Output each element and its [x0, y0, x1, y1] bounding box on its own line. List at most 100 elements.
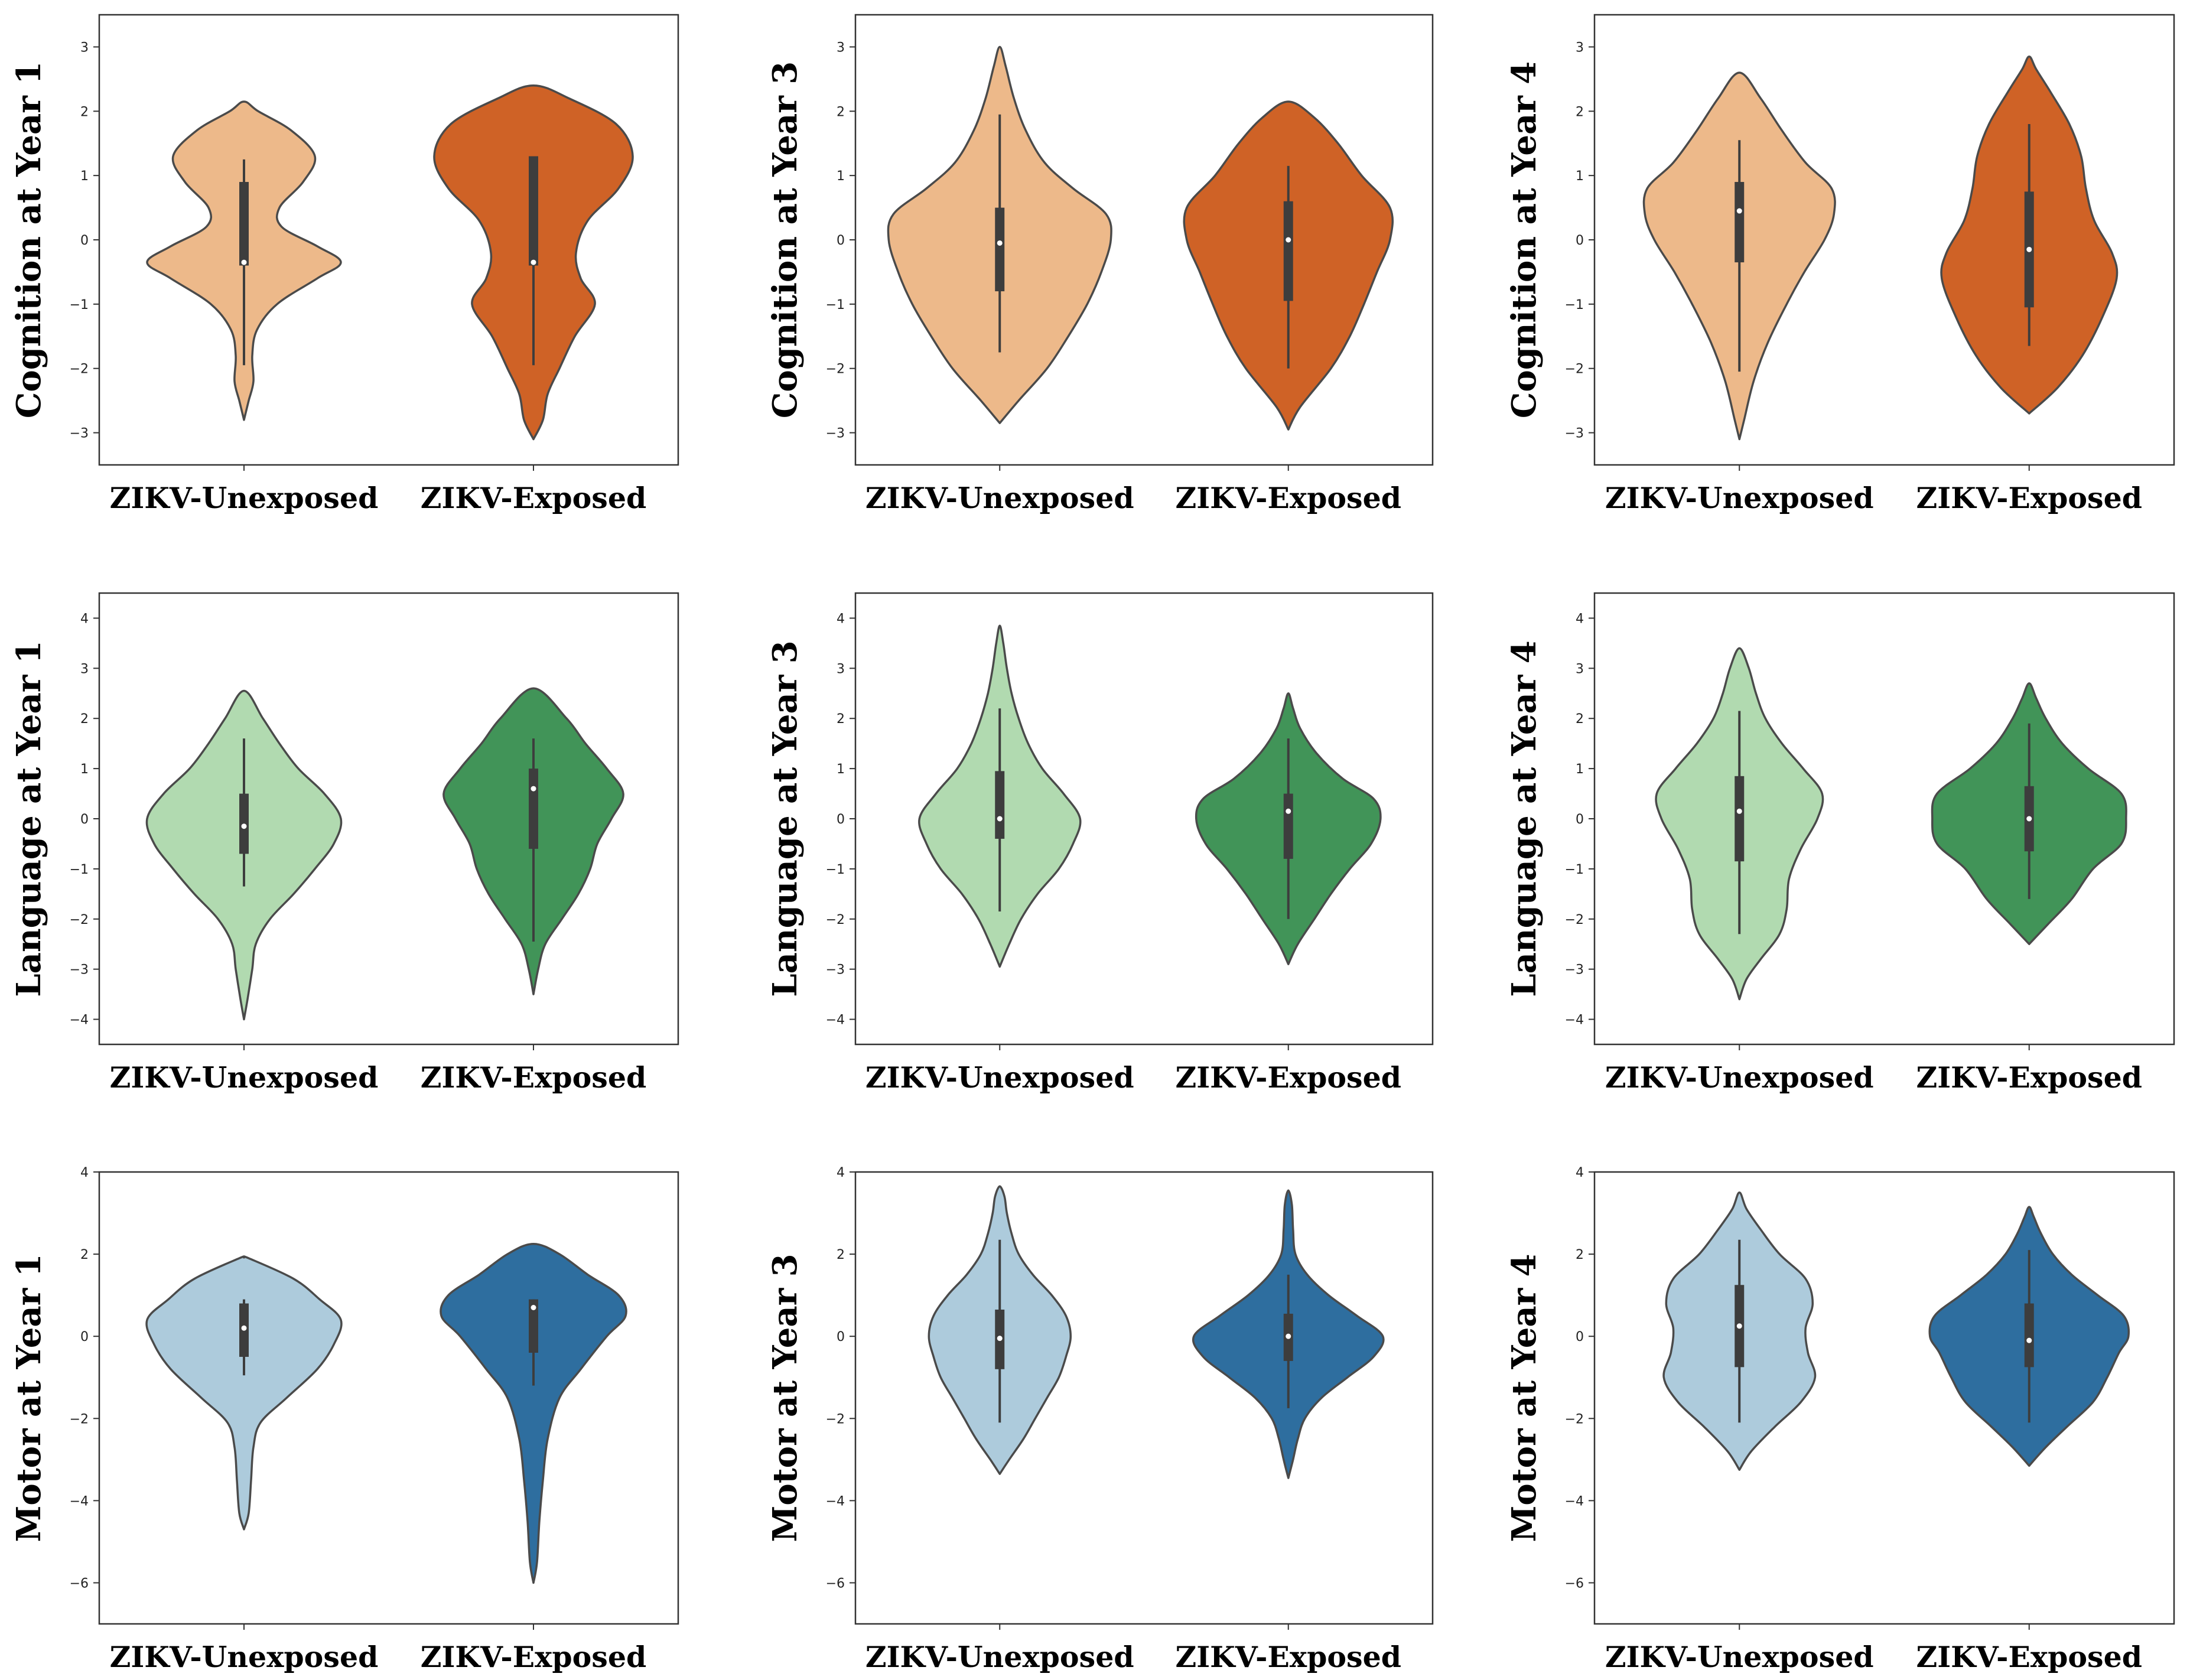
iqr-box — [239, 182, 249, 266]
y-tick-label: −2 — [826, 1412, 845, 1427]
y-tick-label: 2 — [1576, 712, 1584, 727]
y-tick-label: 4 — [1576, 611, 1584, 626]
median-marker — [2026, 1337, 2032, 1343]
y-axis-label: Language at Year 4 — [1505, 640, 1544, 997]
y-tick-label: 0 — [837, 1330, 845, 1344]
violin-exposed — [442, 687, 624, 995]
y-tick-label: 3 — [837, 40, 845, 55]
y-axis-label: Motor at Year 1 — [9, 1254, 48, 1542]
y-tick-label: 2 — [80, 712, 89, 727]
y-tick-label: 1 — [837, 762, 845, 777]
x-category-label: ZIKV-Unexposed — [865, 481, 1134, 515]
median-marker — [2026, 246, 2032, 252]
axes-frame — [98, 1171, 679, 1625]
y-tick-label: 0 — [80, 233, 89, 248]
x-category-label: ZIKV-Exposed — [421, 1640, 647, 1674]
violin-unexposed — [145, 1255, 343, 1531]
x-category-label: ZIKV-Exposed — [1175, 481, 1401, 515]
y-tick-label: 1 — [80, 762, 89, 777]
y-tick-label: 3 — [837, 662, 845, 676]
median-marker — [997, 1336, 1003, 1342]
median-marker — [1736, 808, 1742, 814]
y-tick-label: −1 — [1565, 298, 1584, 312]
x-category-label: ZIKV-Exposed — [1916, 481, 2142, 515]
panel-language-3: −4 −3 −2 −1 0 1 2 3 4 Language at Year 4 ZIKV-Unex… — [1505, 592, 2175, 1095]
y-axis-label: Language at Year 1 — [9, 640, 48, 997]
median-marker — [1736, 208, 1742, 214]
violin-exposed — [1940, 56, 2119, 415]
y-tick-label: −1 — [70, 862, 89, 877]
x-category-label: ZIKV-Unexposed — [110, 1060, 379, 1095]
violin-exposed — [1195, 692, 1382, 965]
iqr-box — [1735, 182, 1745, 263]
y-tick-label: 2 — [80, 1248, 89, 1262]
panel-cognition-3: −3 −2 −1 0 1 2 3 Cognition at Year 4 ZIKV-Unexpo… — [1505, 14, 2175, 515]
y-tick-label: 4 — [80, 611, 89, 626]
y-tick-label: 0 — [1576, 233, 1584, 248]
y-tick-label: 3 — [80, 40, 89, 55]
x-category-label: ZIKV-Unexposed — [1605, 1640, 1874, 1674]
iqr-box — [995, 771, 1005, 839]
y-tick-label: −3 — [70, 426, 89, 441]
y-axis-label: Language at Year 3 — [766, 640, 805, 997]
y-tick-label: 1 — [837, 169, 845, 184]
median-marker — [997, 240, 1003, 246]
x-category-label: ZIKV-Unexposed — [110, 1640, 379, 1674]
y-axis-label: Cognition at Year 4 — [1505, 61, 1544, 418]
violin-unexposed — [146, 100, 342, 421]
y-tick-label: −4 — [826, 1494, 845, 1509]
iqr-box — [529, 1299, 538, 1353]
x-category-label: ZIKV-Exposed — [1916, 1640, 2142, 1674]
y-tick-label: 1 — [1576, 169, 1584, 184]
y-tick-label: 0 — [837, 233, 845, 248]
y-tick-label: −4 — [826, 1013, 845, 1028]
panel-motor-2: −6 −4 −2 0 2 4 Motor at Year 3 ZIKV-Unexposed ZI… — [766, 1165, 1434, 1674]
y-tick-label: 2 — [1576, 1248, 1584, 1262]
violin-unexposed — [918, 624, 1082, 968]
y-tick-label: 0 — [1576, 812, 1584, 827]
y-tick-label: −2 — [826, 913, 845, 927]
x-category-label: ZIKV-Exposed — [1175, 1640, 1401, 1674]
median-marker — [241, 823, 247, 829]
y-tick-label: −3 — [70, 963, 89, 978]
median-marker — [241, 1325, 247, 1331]
y-tick-label: −2 — [1565, 1412, 1584, 1427]
median-marker — [241, 259, 247, 265]
y-tick-label: 4 — [80, 1165, 89, 1180]
y-tick-label: 3 — [80, 662, 89, 676]
x-category-label: ZIKV-Exposed — [1916, 1060, 2142, 1095]
violin-unexposed — [928, 1185, 1072, 1475]
y-tick-label: 4 — [837, 1165, 845, 1180]
violin-exposed — [1192, 1189, 1385, 1479]
y-tick-label: 1 — [1576, 762, 1584, 777]
median-marker — [1286, 808, 1291, 814]
y-tick-label: −3 — [826, 426, 845, 441]
y-tick-label: −2 — [70, 1412, 89, 1427]
median-marker — [531, 259, 536, 265]
y-tick-label: −2 — [826, 362, 845, 377]
violin-unexposed — [1642, 71, 1836, 441]
y-tick-label: −1 — [826, 298, 845, 312]
x-category-label: ZIKV-Unexposed — [865, 1640, 1134, 1674]
panel-motor-3: −6 −4 −2 0 2 4 Motor at Year 4 ZIKV-Unexposed ZI… — [1505, 1165, 2175, 1674]
y-tick-label: −3 — [1565, 426, 1584, 441]
y-tick-label: 2 — [837, 1248, 845, 1262]
y-tick-label: −3 — [1565, 963, 1584, 978]
y-axis-label: Cognition at Year 1 — [9, 61, 48, 418]
y-tick-label: −6 — [70, 1576, 89, 1591]
violin-unexposed — [1655, 647, 1824, 1001]
y-tick-label: −1 — [70, 298, 89, 312]
iqr-box — [2024, 1303, 2034, 1368]
violin-exposed — [440, 1242, 627, 1584]
violin-body — [440, 1242, 627, 1584]
x-category-label: ZIKV-Exposed — [1175, 1060, 1401, 1095]
median-marker — [1286, 1333, 1291, 1339]
y-axis-label: Motor at Year 3 — [766, 1254, 805, 1542]
y-tick-label: −1 — [1565, 862, 1584, 877]
y-axis-label: Motor at Year 4 — [1505, 1254, 1544, 1542]
violin-unexposed — [145, 689, 343, 1021]
y-tick-label: 4 — [837, 611, 845, 626]
x-category-label: ZIKV-Unexposed — [110, 481, 379, 515]
median-marker — [2026, 816, 2032, 822]
